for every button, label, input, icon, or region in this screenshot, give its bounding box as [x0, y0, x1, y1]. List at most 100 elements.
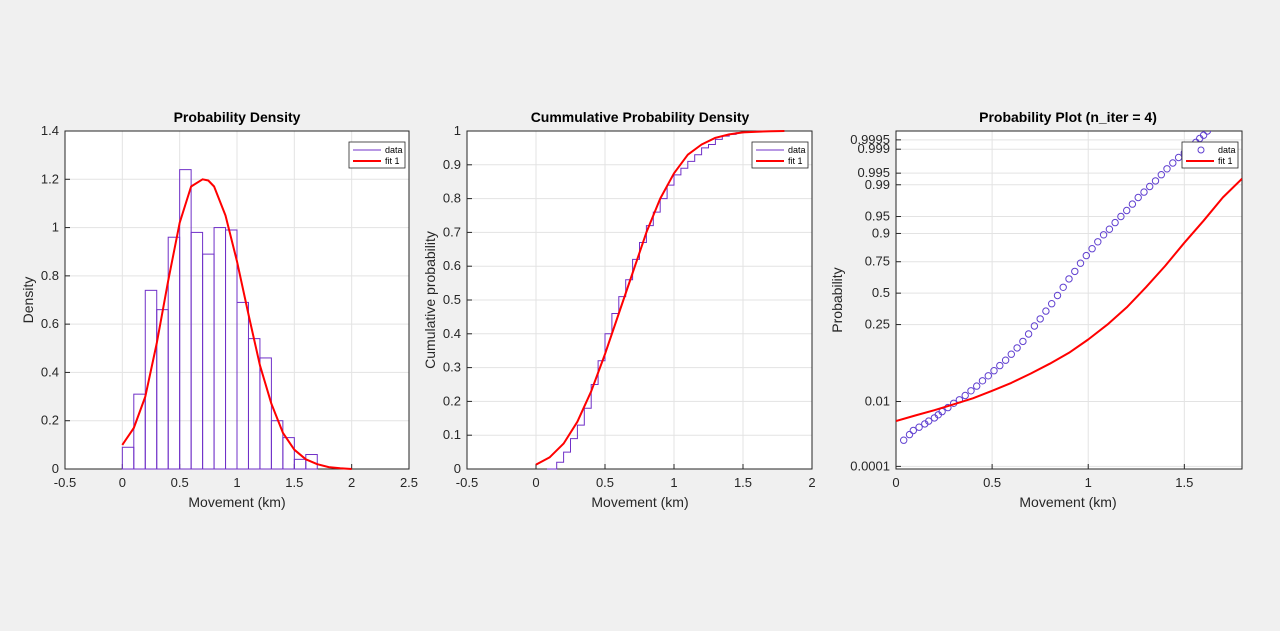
x-tick-label: -0.5: [54, 475, 76, 490]
axes-box: [895, 130, 1243, 470]
data-point: [1094, 238, 1102, 246]
data-point: [1013, 344, 1021, 352]
axes-plot-area-3: 0 0.5 1 1.5 0.0001 0.01 0.25 0.5 0.75 0.90.95 0.99…: [850, 124, 1243, 490]
legend-label-data: data: [1218, 145, 1236, 155]
legend-label-fit: fit 1: [788, 156, 803, 166]
data-point: [1071, 267, 1079, 276]
y-tick-label: 0.9995: [850, 132, 890, 147]
data-point: [1157, 171, 1166, 179]
data-point: [1082, 251, 1091, 260]
histogram-bar: [259, 357, 272, 470]
data-point: [1076, 259, 1085, 267]
y-tick-label: 0.5: [443, 292, 461, 307]
y-tick-label: 1.4: [41, 123, 59, 138]
x-tick-label: 2: [808, 475, 815, 490]
legend-box: [1181, 141, 1239, 169]
y-tick-label: 0.25: [865, 317, 890, 332]
x-tick-label: 1.5: [285, 475, 303, 490]
data-point: [978, 377, 987, 385]
xlabel-pdf: Movement (km): [188, 494, 285, 510]
data-point: [1065, 275, 1073, 283]
data-point: [909, 426, 917, 435]
x-tick-label: 0.5: [596, 475, 614, 490]
fit-curve: [121, 178, 352, 470]
data-point: [1024, 330, 1033, 338]
axes-plot-area-1: -0.5 0 0.5 1 1.5 2 2.500.20.40.60.811.21.4data…: [41, 123, 418, 490]
data-point: [1030, 322, 1039, 330]
data-point: [973, 382, 981, 390]
y-tick-label: 1.2: [41, 171, 59, 186]
data-point: [1105, 225, 1114, 233]
axes-plot-area-2: -0.5 0 0.5 1 1.5 200.10.20.30.40.50.60.70.80.…: [443, 123, 816, 490]
x-tick-label: 1: [670, 475, 677, 490]
histogram-bar: [305, 454, 318, 470]
y-tick-label: 0.4: [41, 364, 59, 379]
y-tick-label: 1: [52, 220, 59, 235]
y-tick-label: 0.6: [443, 258, 461, 273]
data-point: [1203, 131, 1212, 135]
ylabel-cdf: Cumulative probability: [422, 231, 438, 369]
x-tick-label: 0: [892, 475, 899, 490]
legend-label-data: data: [788, 145, 806, 155]
data-point: [1151, 177, 1160, 185]
x-tick-label: 1: [233, 475, 240, 490]
x-tick-label: -0.5: [456, 475, 478, 490]
plot-background: [896, 131, 1242, 469]
data-point: [1128, 200, 1137, 208]
data-point: [1007, 350, 1015, 358]
data-point: [1059, 283, 1067, 291]
y-tick-label: 0.95: [865, 209, 890, 224]
y-tick-label: 0.2: [41, 413, 59, 428]
title-probplot: Probability Plot (n_iter = 4): [979, 109, 1157, 125]
x-tick-label: 1: [1085, 475, 1092, 490]
y-tick-label: 0.995: [857, 165, 890, 180]
y-tick-label: 0.8: [41, 268, 59, 283]
data-point: [996, 361, 1004, 370]
title-pdf: Probability Density: [174, 109, 301, 125]
y-tick-label: 0.7: [443, 224, 461, 239]
fit-line: [896, 177, 1242, 423]
fit-cdf-curve: [535, 130, 785, 466]
data-point: [1111, 218, 1119, 227]
data-point: [1208, 124, 1214, 130]
y-tick-label: 0: [454, 461, 461, 476]
y-tick-label: 0.6: [41, 316, 59, 331]
axes-cumulative-density: Cummulative Probability Density Movement…: [422, 109, 750, 510]
data-point: [1036, 315, 1044, 323]
probplot-series: [896, 124, 1242, 444]
y-tick-label: 0.1: [443, 427, 461, 442]
data-point: [1001, 356, 1010, 364]
x-tick-label: 1.5: [1175, 475, 1193, 490]
y-tick-label: 0.99: [865, 177, 890, 192]
histogram-bar: [282, 437, 295, 470]
legend-label-fit: fit 1: [385, 156, 400, 166]
x-tick-label: 1.5: [734, 475, 752, 490]
y-tick-label: 0.8: [443, 191, 461, 206]
axes-probability-density: Probability Density Movement (km) Densit…: [20, 109, 301, 510]
data-point: [961, 391, 969, 400]
data-point: [967, 387, 975, 395]
data-point: [905, 430, 914, 439]
legend-box: [751, 141, 809, 169]
y-tick-label: 0.9: [443, 157, 461, 172]
x-tick-label: 0.5: [171, 475, 189, 490]
y-tick-label: 0.75: [865, 254, 890, 269]
ylabel-probplot: Probability: [829, 267, 845, 332]
x-tick-label: 0: [119, 475, 126, 490]
data-point: [915, 423, 923, 431]
data-point: [900, 436, 908, 444]
axes-probability-plot: Probability Plot (n_iter = 4) Movement (…: [829, 109, 1157, 510]
title-cdf: Cummulative Probability Density: [531, 109, 750, 125]
xlabel-probplot: Movement (km): [1019, 494, 1116, 510]
data-point: [984, 372, 992, 380]
data-point: [1163, 165, 1171, 173]
data-point: [1134, 193, 1142, 202]
data-point: [1099, 231, 1108, 239]
data-point: [925, 417, 933, 425]
data-point: [1088, 245, 1096, 253]
y-tick-label: 0.9: [872, 225, 890, 240]
y-tick-label: 0.999: [857, 141, 890, 156]
